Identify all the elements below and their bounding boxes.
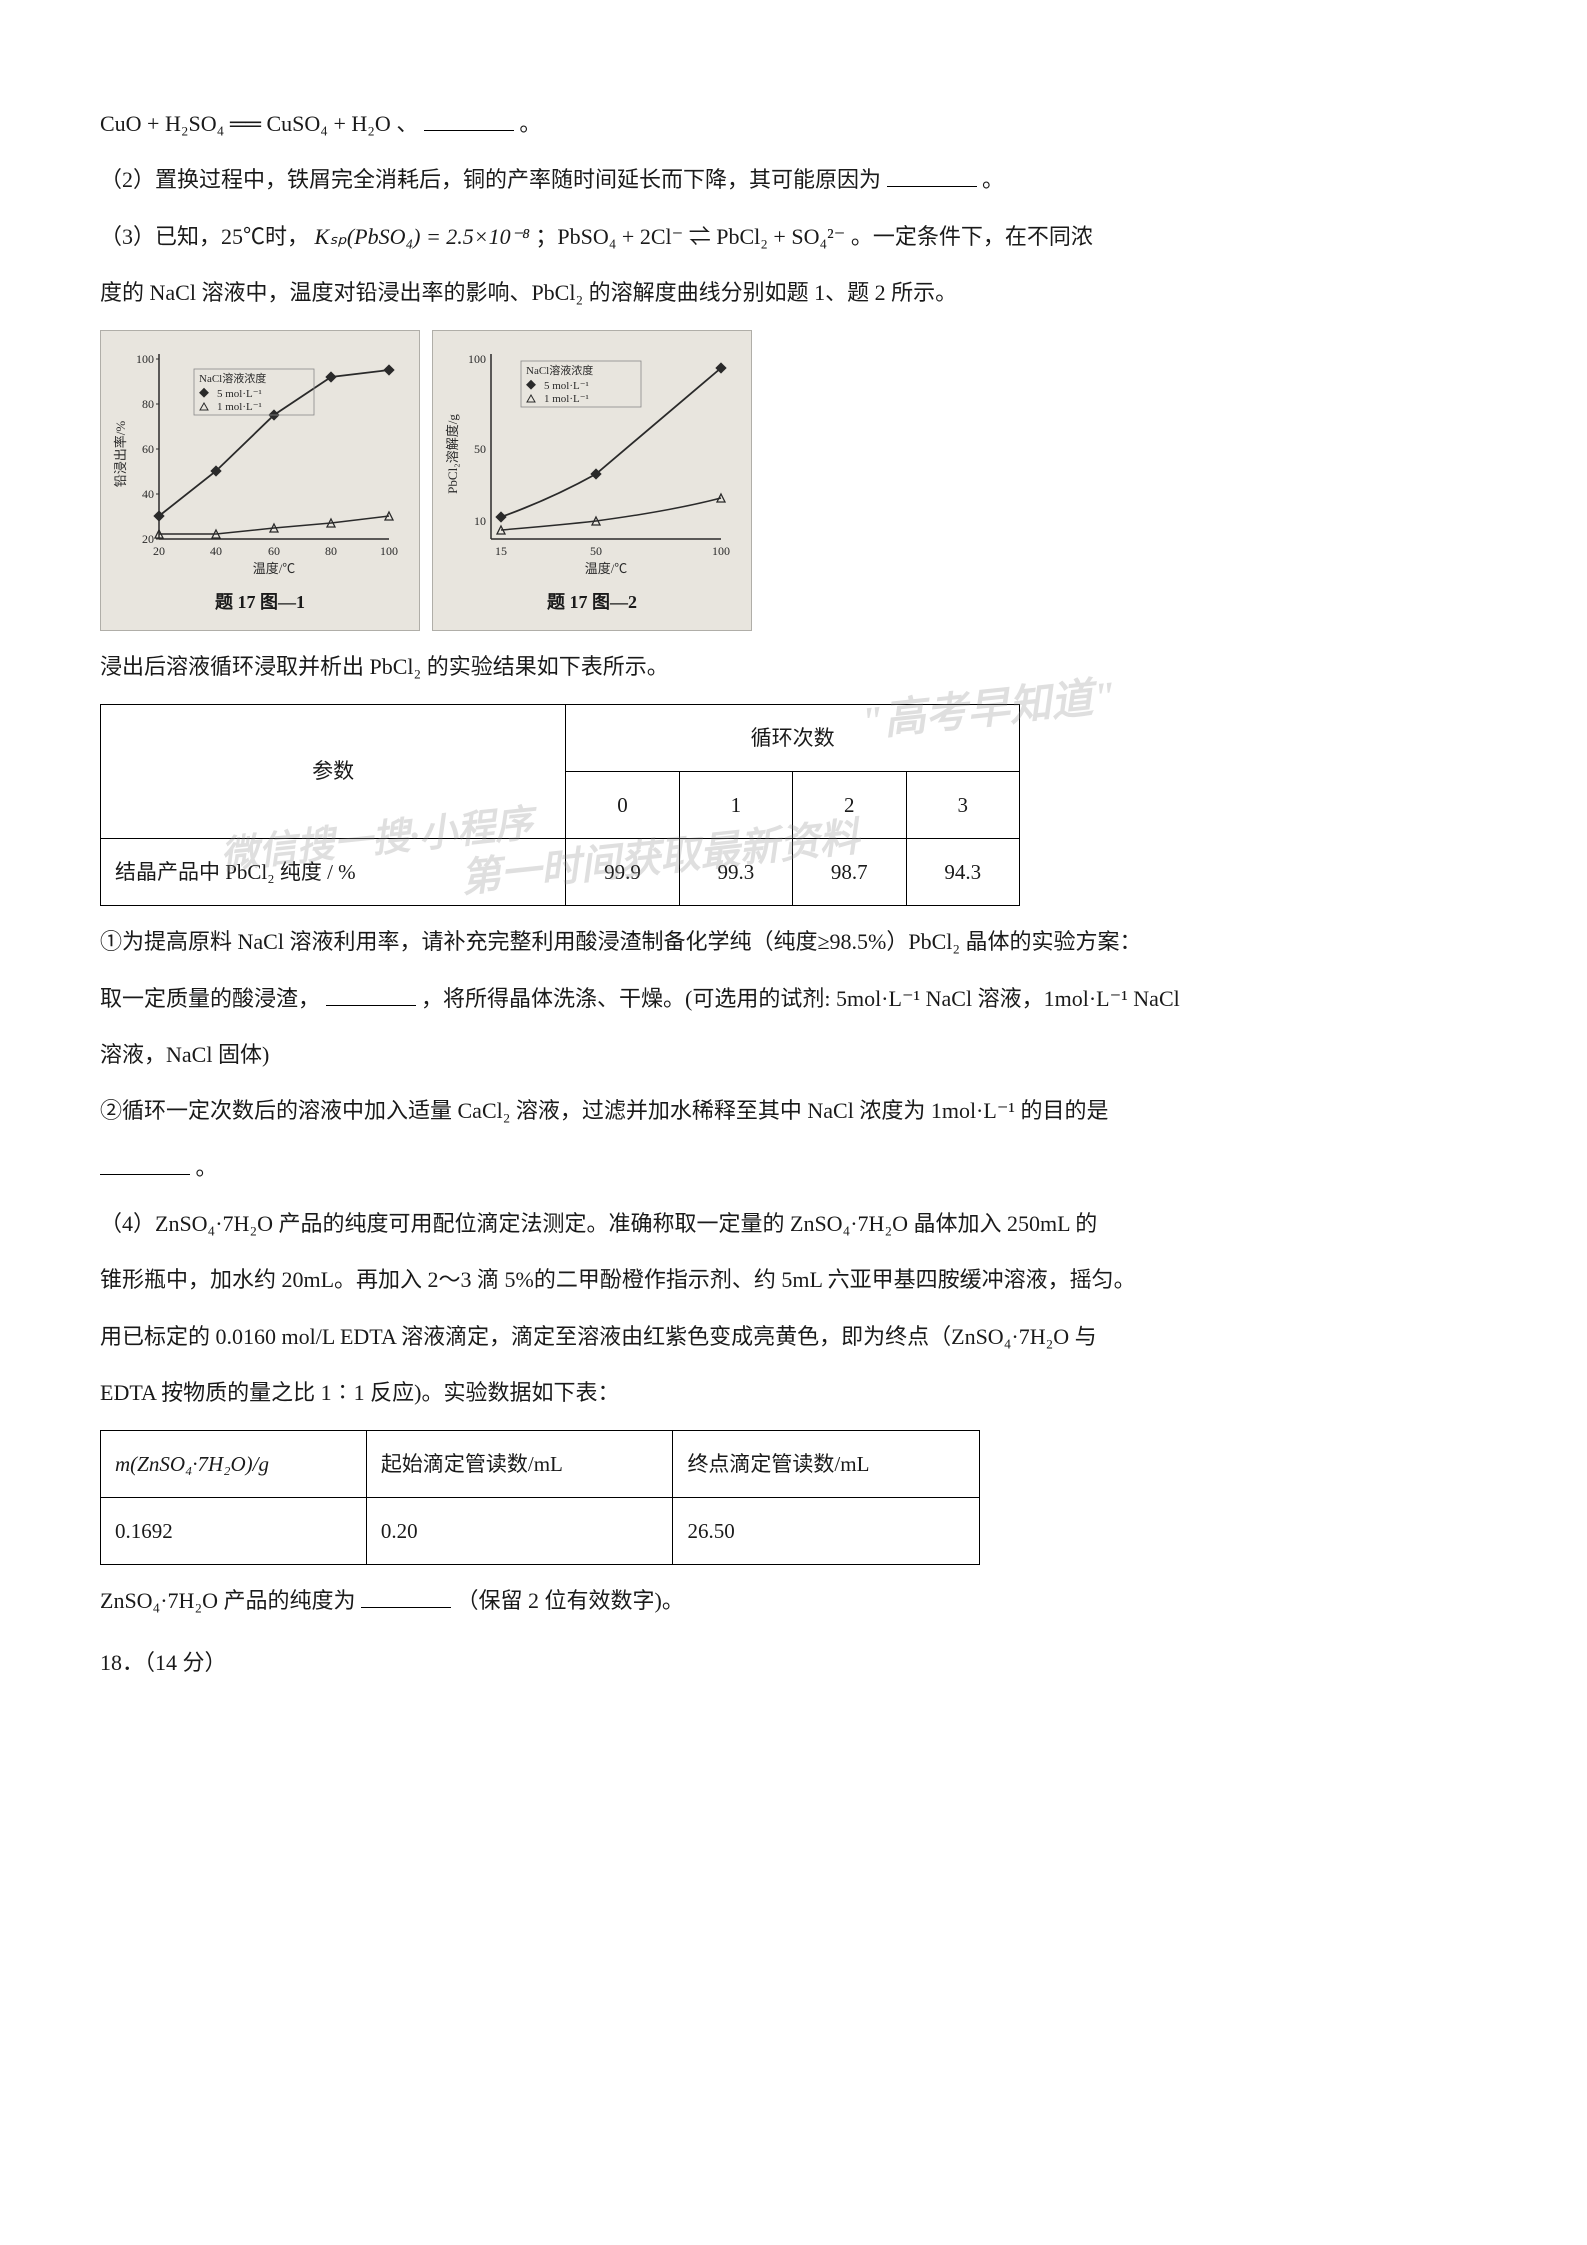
c2-suffix: 。 — [196, 1155, 218, 1180]
circle1-line1: ①为提高原料 NaCl 溶液利用率，请补充完整利用酸浸渣制备化学纯（纯度≥98.… — [100, 918, 1487, 966]
blank-field — [887, 165, 977, 187]
chart-2-caption: 题 17 图—2 — [441, 583, 743, 623]
circle2-blank-line: 。 — [100, 1144, 1487, 1192]
equation-line: CuO + H₂SO₄ ══ CuSO₄ + H₂O 、 。 — [100, 100, 1487, 148]
svg-text:100: 100 — [136, 352, 154, 366]
chart-1-caption: 题 17 图—1 — [109, 583, 411, 623]
cell-val: 99.3 — [679, 838, 792, 905]
svg-text:40: 40 — [210, 544, 222, 558]
q2-text: （2）置换过程中，铁屑完全消耗后，铜的产率随时间延长而下降，其可能原因为 — [100, 167, 881, 192]
cell-val: 98.7 — [793, 838, 906, 905]
circle2-line: ②循环一定次数后的溶液中加入适量 CaCl₂ 溶液，过滤并加水稀释至其中 NaC… — [100, 1087, 1487, 1135]
blank-field — [424, 109, 514, 131]
th-param: 参数 — [101, 704, 566, 838]
q4-line4: EDTA 按物质的量之比 1∶1 反应)。实验数据如下表： — [100, 1369, 1487, 1417]
row-label: 结晶产品中 PbCl₂ 纯度 / % — [101, 838, 566, 905]
c1-l2b: ，将所得晶体洗涤、干燥。(可选用的试剂: 5mol·L⁻¹ NaCl 溶液，1m… — [421, 986, 1180, 1011]
svg-text:60: 60 — [142, 442, 154, 456]
table-row: 结晶产品中 PbCl₂ 纯度 / % 99.9 99.3 98.7 94.3 — [101, 838, 1020, 905]
blank-field — [361, 1586, 451, 1608]
q3-part1: （3）已知，25℃时， — [100, 224, 309, 249]
svg-text:1 mol·L⁻¹: 1 mol·L⁻¹ — [217, 401, 262, 413]
svg-text:100: 100 — [380, 544, 398, 558]
svg-text:5 mol·L⁻¹: 5 mol·L⁻¹ — [544, 380, 589, 392]
chart-2-box: 10 50 100 15 50 100 温度/℃ PbCl₂溶解度/g — [432, 330, 752, 632]
ksp-expr: Kₛₚ(PbSO₄) = 2.5×10⁻⁸ — [315, 224, 530, 249]
question-18: 18．（14 分） — [100, 1639, 1487, 1687]
svg-text:80: 80 — [142, 397, 154, 411]
svg-text:5 mol·L⁻¹: 5 mol·L⁻¹ — [217, 388, 262, 400]
table-titration: m(ZnSO₄·7H₂O)/g 起始滴定管读数/mL 终点滴定管读数/mL 0.… — [100, 1430, 980, 1565]
after-charts-text: 浸出后溶液循环浸取并析出 PbCl₂ 的实验结果如下表所示。 — [100, 643, 1487, 691]
cycle-col: 3 — [906, 771, 1019, 838]
cycle-col: 1 — [679, 771, 792, 838]
svg-text:温度/℃: 温度/℃ — [585, 561, 628, 576]
th-cycle: 循环次数 — [566, 704, 1020, 771]
circle1-line2: 取一定质量的酸浸渣， ，将所得晶体洗涤、干燥。(可选用的试剂: 5mol·L⁻¹… — [100, 975, 1487, 1023]
svg-text:10: 10 — [474, 514, 486, 528]
q3-part2: ；PbSO₄ + 2Cl⁻ ⇌ PbCl₂ + SO₄²⁻ 。一定条件下，在不同… — [535, 224, 1092, 249]
svg-text:50: 50 — [474, 442, 486, 456]
svg-text:铅浸出率/%: 铅浸出率/% — [113, 420, 128, 487]
chart-2: 10 50 100 15 50 100 温度/℃ PbCl₂溶解度/g — [441, 339, 741, 579]
th-start: 起始滴定管读数/mL — [366, 1430, 673, 1497]
cell-start: 0.20 — [366, 1497, 673, 1564]
svg-text:PbCl₂溶解度/g: PbCl₂溶解度/g — [445, 413, 460, 493]
q4-line2: 锥形瓶中，加水约 20mL。再加入 2～3 滴 5%的二甲酚橙作指示剂、约 5m… — [100, 1256, 1487, 1304]
svg-text:60: 60 — [268, 544, 280, 558]
q2-suffix: 。 — [982, 167, 1004, 192]
th-end: 终点滴定管读数/mL — [673, 1430, 980, 1497]
cell-val: 99.9 — [566, 838, 679, 905]
table-row: 参数 循环次数 — [101, 704, 1020, 771]
q4-line3: 用已标定的 0.0160 mol/L EDTA 溶液滴定，滴定至溶液由红紫色变成… — [100, 1313, 1487, 1361]
svg-text:温度/℃: 温度/℃ — [253, 561, 296, 576]
q4-line1: （4）ZnSO₄·7H₂O 产品的纯度可用配位滴定法测定。准确称取一定量的 Zn… — [100, 1200, 1487, 1248]
th-mass: m(ZnSO₄·7H₂O)/g — [101, 1430, 367, 1497]
cycle-col: 0 — [566, 771, 679, 838]
svg-text:20: 20 — [153, 544, 165, 558]
cycle-col: 2 — [793, 771, 906, 838]
table-cycle: 参数 循环次数 0 1 2 3 结晶产品中 PbCl₂ 纯度 / % 99.9 … — [100, 704, 1020, 907]
table-row: m(ZnSO₄·7H₂O)/g 起始滴定管读数/mL 终点滴定管读数/mL — [101, 1430, 980, 1497]
cell-val: 94.3 — [906, 838, 1019, 905]
svg-text:50: 50 — [590, 544, 602, 558]
q4-last-line: ZnSO₄·7H₂O 产品的纯度为 （保留 2 位有效数字)。 — [100, 1577, 1487, 1625]
q4-last-b: （保留 2 位有效数字)。 — [457, 1588, 684, 1613]
table-row: 0.1692 0.20 26.50 — [101, 1497, 980, 1564]
blank-field — [100, 1153, 190, 1175]
cell-mass: 0.1692 — [101, 1497, 367, 1564]
equation-suffix: 。 — [519, 111, 541, 136]
svg-text:NaCl溶液浓度: NaCl溶液浓度 — [199, 371, 266, 385]
svg-text:40: 40 — [142, 487, 154, 501]
q4-last-a: ZnSO₄·7H₂O 产品的纯度为 — [100, 1588, 356, 1613]
blank-field — [326, 984, 416, 1006]
svg-text:NaCl溶液浓度: NaCl溶液浓度 — [526, 363, 593, 377]
equation-text: CuO + H₂SO₄ ══ CuSO₄ + H₂O 、 — [100, 111, 418, 136]
circle1-line3: 溶液，NaCl 固体) — [100, 1031, 1487, 1079]
question-3-line1: （3）已知，25℃时， Kₛₚ(PbSO₄) = 2.5×10⁻⁸ ；PbSO₄… — [100, 213, 1487, 261]
chart-1-box: 20 40 60 80 100 20 40 60 80 100 温度/℃ 铅浸出… — [100, 330, 420, 632]
svg-text:15: 15 — [495, 544, 507, 558]
cell-end: 26.50 — [673, 1497, 980, 1564]
svg-text:80: 80 — [325, 544, 337, 558]
question-2: （2）置换过程中，铁屑完全消耗后，铜的产率随时间延长而下降，其可能原因为 。 — [100, 156, 1487, 204]
c1-l2a: 取一定质量的酸浸渣， — [100, 986, 320, 1011]
svg-text:100: 100 — [712, 544, 730, 558]
question-3-line2: 度的 NaCl 溶液中，温度对铅浸出率的影响、PbCl₂ 的溶解度曲线分别如题 … — [100, 269, 1487, 317]
svg-text:100: 100 — [468, 352, 486, 366]
chart-1: 20 40 60 80 100 20 40 60 80 100 温度/℃ 铅浸出… — [109, 339, 409, 579]
svg-text:1 mol·L⁻¹: 1 mol·L⁻¹ — [544, 393, 589, 405]
charts-container: 20 40 60 80 100 20 40 60 80 100 温度/℃ 铅浸出… — [100, 330, 1487, 632]
